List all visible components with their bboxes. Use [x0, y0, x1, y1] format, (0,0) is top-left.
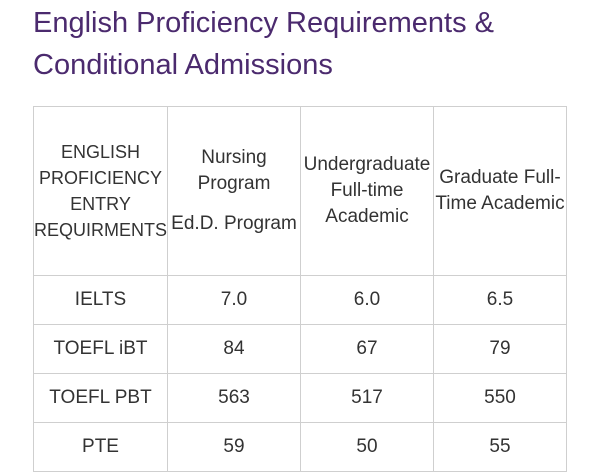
score: 67 [300, 324, 434, 374]
score: 84 [167, 324, 301, 374]
test-name: IELTS [33, 275, 168, 325]
page-title: English Proficiency Requirements & Condi… [33, 7, 494, 81]
header-line: Nursing Program [197, 147, 271, 194]
header-line: Ed.D. Program [171, 213, 297, 234]
table-row: TOEFL PBT 563 517 550 [33, 373, 567, 423]
score: 6.0 [300, 275, 434, 325]
score: 563 [167, 373, 301, 423]
header-cell: Undergraduate Full-time Academic [300, 106, 434, 276]
score: 517 [300, 373, 434, 423]
test-name: TOEFL iBT [33, 324, 168, 374]
score: 50 [300, 422, 434, 472]
table-body: IELTS 7.0 6.0 6.5 TOEFL iBT 84 67 79 TOEFL PBT 56… [33, 275, 567, 472]
test-name: PTE [33, 422, 168, 472]
header-cell: ENGLISH PROFICIENCY ENTRY REQUIRMENTS [33, 106, 168, 276]
table-row: PTE 59 50 55 [33, 422, 567, 472]
score: 79 [433, 324, 567, 374]
score: 55 [433, 422, 567, 472]
table-row: IELTS 7.0 6.0 6.5 [33, 275, 567, 325]
test-name: TOEFL PBT [33, 373, 168, 423]
score: 7.0 [167, 275, 301, 325]
table-header: ENGLISH PROFICIENCY ENTRY REQUIRMENTS Nu… [33, 106, 567, 276]
table-row: TOEFL iBT 84 67 79 [33, 324, 567, 374]
requirements-table: ENGLISH PROFICIENCY ENTRY REQUIRMENTS Nu… [33, 106, 567, 472]
header-cell: Graduate Full-Time Academic [433, 106, 567, 276]
score: 550 [433, 373, 567, 423]
header-cell: Nursing Program Ed.D. Program [167, 106, 301, 276]
score: 6.5 [433, 275, 567, 325]
header-row: ENGLISH PROFICIENCY ENTRY REQUIRMENTS Nu… [33, 106, 567, 276]
score: 59 [167, 422, 301, 472]
